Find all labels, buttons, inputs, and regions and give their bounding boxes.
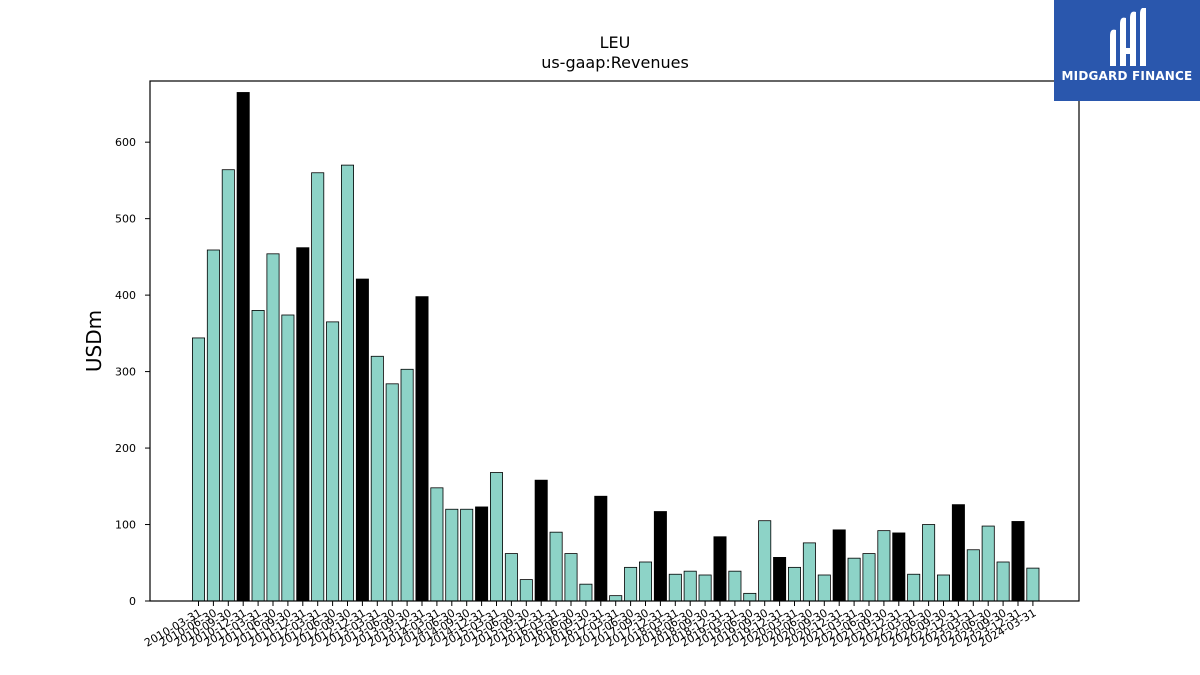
- midgard-finance-logo: MIDGARD FINANCE: [1054, 0, 1200, 101]
- bar-2021-03-31: [847, 557, 861, 602]
- bar-2017-06-30: [624, 566, 638, 602]
- y-axis-label: USDm: [82, 310, 106, 372]
- bar-2021-12-31: [892, 532, 906, 602]
- bar-2017-09-30: [639, 561, 653, 602]
- bar-2021-09-30: [877, 530, 891, 602]
- bar-2012-06-30: [326, 321, 340, 602]
- midgard-logo-mark-icon: [1110, 8, 1146, 67]
- y-tick-label: 200: [115, 442, 136, 455]
- bar-2014-12-31: [475, 506, 489, 602]
- bar-2016-12-31: [594, 495, 608, 602]
- bar-2020-03-31: [788, 566, 802, 602]
- bar-2013-03-31: [370, 355, 384, 602]
- bar-2017-12-31: [653, 511, 667, 602]
- chart-subtitle: us-gaap:Revenues: [541, 53, 689, 72]
- bar-2022-12-31: [951, 504, 965, 602]
- y-tick-label: 400: [115, 289, 136, 302]
- bar-2022-03-31: [907, 573, 921, 602]
- bar-2016-06-30: [564, 553, 578, 602]
- bar-2020-06-30: [802, 542, 816, 602]
- bar-2020-09-30: [817, 574, 831, 602]
- bar-2011-12-31: [296, 247, 310, 602]
- bar-2012-03-31: [311, 172, 325, 602]
- y-tick-label: 600: [115, 136, 136, 149]
- x-axis-ticks: 2010-03-312010-06-302010-09-302010-12-31…: [142, 601, 1038, 650]
- bar-2018-06-30: [683, 570, 697, 602]
- bar-2023-06-30: [981, 525, 995, 602]
- chart-title: LEU: [600, 33, 631, 52]
- bar-2011-03-31: [251, 310, 265, 602]
- bar-2017-03-31: [609, 595, 623, 602]
- y-tick-label: 300: [115, 366, 136, 379]
- bar-2024-03-31: [1026, 567, 1040, 602]
- bar-2016-09-30: [579, 583, 593, 602]
- bar-2015-03-31: [489, 472, 503, 602]
- y-tick-label: 100: [115, 519, 136, 532]
- bar-2013-12-31: [415, 296, 429, 602]
- bar-2023-09-30: [996, 561, 1010, 602]
- bar-2014-06-30: [445, 508, 459, 602]
- bar-2018-12-31: [713, 536, 727, 602]
- bar-2015-12-31: [534, 479, 548, 602]
- y-tick-label: 500: [115, 213, 136, 226]
- bar-2019-12-31: [773, 557, 787, 602]
- y-tick-label: 0: [129, 595, 136, 608]
- bar-2019-06-30: [743, 592, 757, 602]
- bar-2023-03-31: [966, 549, 980, 602]
- bar-2013-09-30: [400, 368, 414, 602]
- plot-frame: [149, 80, 1080, 602]
- bar-2010-03-31: [191, 337, 205, 602]
- bar-2011-06-30: [266, 253, 280, 602]
- bar-2015-06-30: [504, 553, 518, 602]
- bar-2021-06-30: [862, 553, 876, 602]
- bar-2012-09-30: [340, 164, 354, 602]
- logo-text: MIDGARD FINANCE: [1061, 69, 1193, 83]
- bar-2018-03-31: [668, 573, 682, 602]
- bars-group: [191, 92, 1040, 602]
- bar-2014-03-31: [430, 487, 444, 602]
- bar-2013-06-30: [385, 383, 399, 602]
- y-axis-ticks: 0 100 200 300 400 500 600: [115, 136, 150, 608]
- bar-2016-03-31: [549, 531, 563, 602]
- bar-2022-09-30: [937, 574, 951, 602]
- bar-2019-09-30: [758, 520, 772, 602]
- bar-2023-12-31: [1011, 521, 1025, 602]
- bar-2012-12-31: [355, 278, 369, 602]
- bar-2014-09-30: [460, 508, 474, 602]
- bar-2010-12-31: [236, 92, 250, 602]
- bar-2019-03-31: [728, 570, 742, 602]
- bar-2011-09-30: [281, 314, 295, 602]
- bar-2010-06-30: [206, 249, 220, 602]
- bar-2022-06-30: [922, 524, 936, 602]
- bar-2010-09-30: [221, 169, 235, 602]
- bar-2015-09-30: [519, 579, 533, 602]
- bar-2018-09-30: [698, 574, 712, 602]
- bar-2020-12-31: [832, 529, 846, 602]
